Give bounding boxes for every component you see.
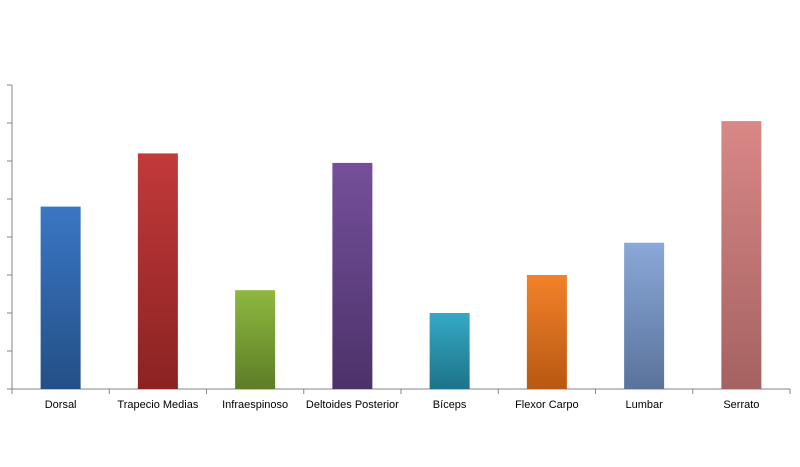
bar-lumbar	[624, 242, 665, 389]
x-tick-label: Serrato	[723, 399, 759, 411]
bar-dorsal	[40, 206, 81, 389]
x-axis	[11, 388, 791, 394]
x-tick-label: Deltoides Posterior	[306, 399, 399, 411]
bar-infraespinoso	[235, 290, 276, 389]
bar-bíceps	[429, 313, 470, 389]
bar-deltoides-posterior	[332, 162, 373, 389]
x-tick-label: Infraespinoso	[222, 399, 288, 411]
x-tick-label: Dorsal	[45, 399, 77, 411]
x-tick-label: Trapecio Medias	[117, 399, 198, 411]
x-tick-label: Lumbar	[625, 399, 663, 411]
bar-trapecio-medias	[137, 153, 178, 389]
bar-serrato	[721, 121, 762, 389]
x-tick-label: Bíceps	[433, 399, 467, 411]
category-labels: Dorsal Trapecio Medias Infraespinoso Deltoi…	[45, 399, 760, 411]
bar-flexor-carpo	[526, 275, 567, 389]
bars	[40, 121, 762, 389]
y-axis	[7, 84, 13, 390]
x-tick-label: Flexor Carpo	[515, 399, 579, 411]
